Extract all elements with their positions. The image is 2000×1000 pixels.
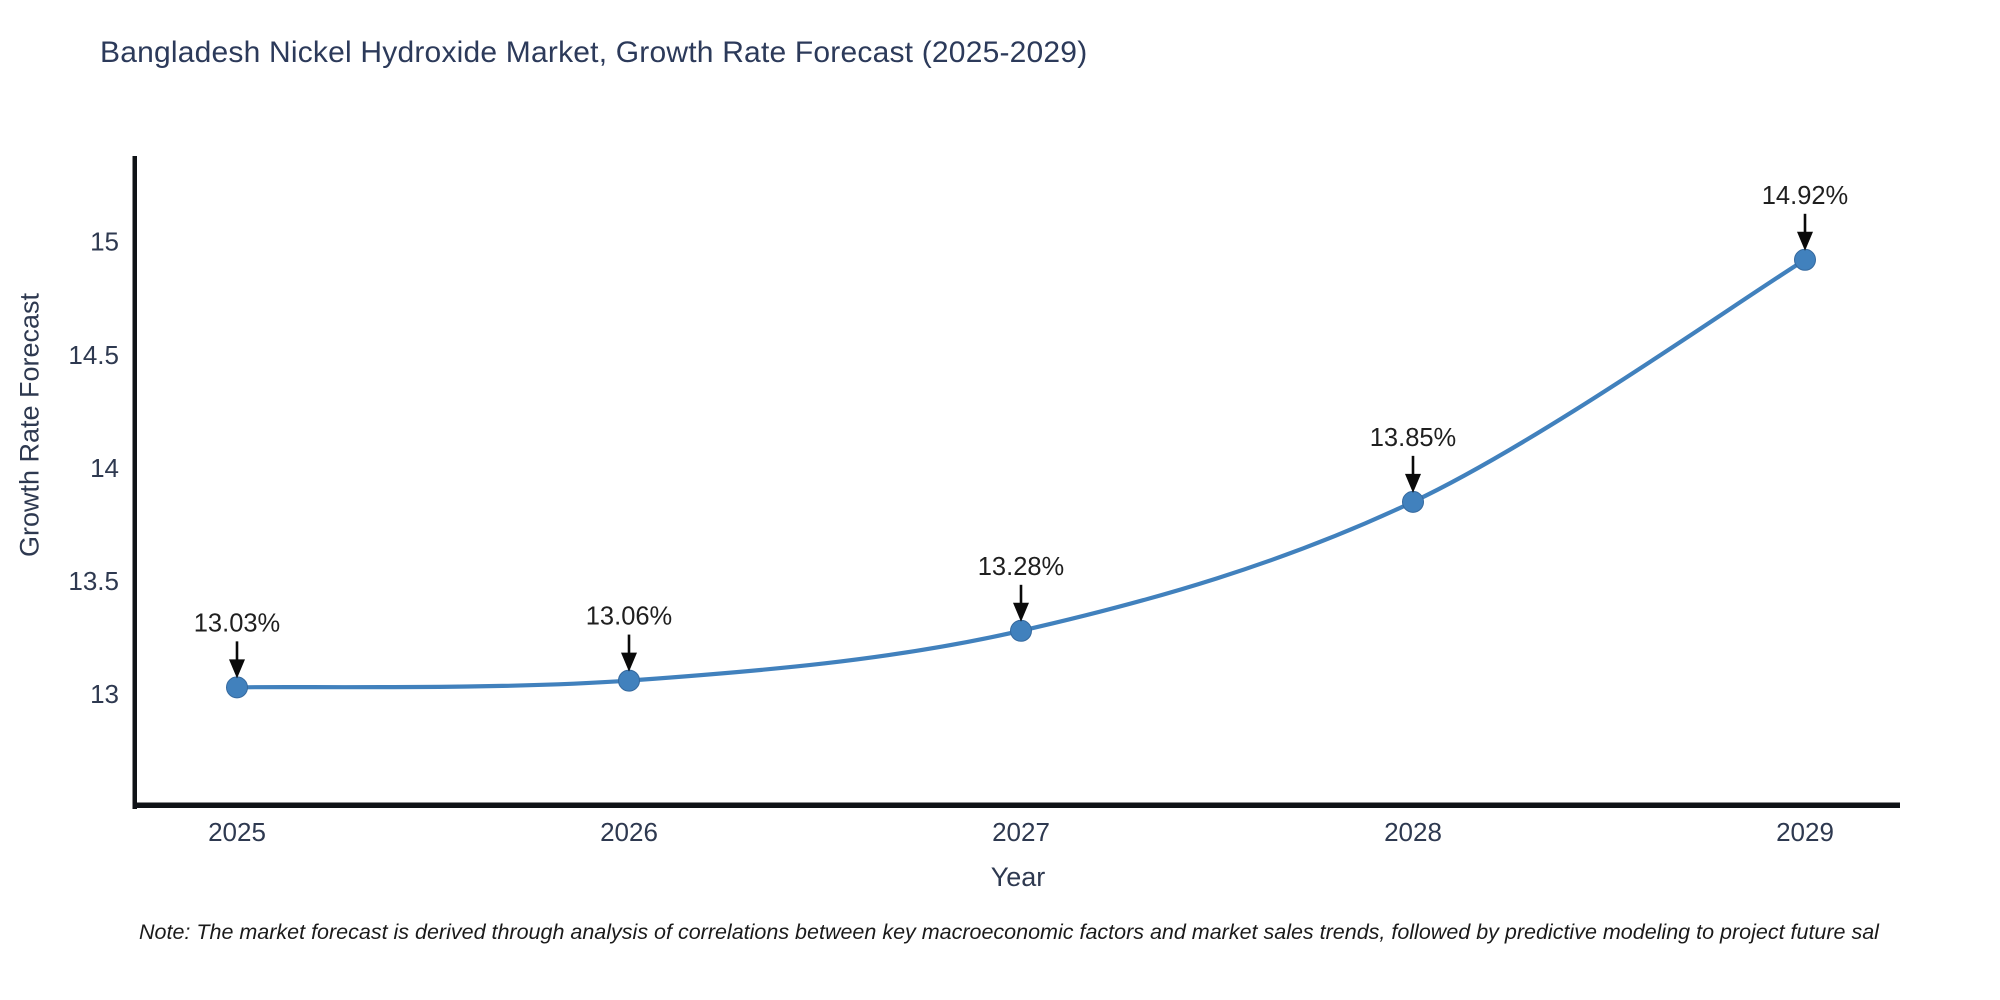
x-tick-label: 2026: [600, 817, 658, 847]
annotation-label: 13.28%: [978, 553, 1065, 581]
annotation-label: 13.85%: [1370, 424, 1457, 452]
annotation-label: 13.03%: [194, 609, 281, 637]
annotation-arrow-head: [1797, 231, 1813, 251]
x-axis-title: Year: [990, 862, 1046, 892]
y-tick-label: 13.5: [68, 566, 119, 596]
data-point-marker: [226, 676, 248, 699]
x-tick-label: 2027: [992, 817, 1050, 847]
y-tick-label: 14: [90, 453, 119, 483]
footnote: Note: The market forecast is derived thr…: [139, 920, 1879, 944]
x-axis-spine: [132, 802, 1900, 808]
data-point-marker: [618, 669, 640, 692]
x-tick-label: 2028: [1384, 817, 1442, 847]
y-axis-spine: [132, 156, 137, 809]
x-tick-label: 2029: [1776, 817, 1834, 847]
x-tick-label: 2025: [208, 817, 266, 847]
data-point-marker: [1402, 490, 1424, 513]
annotation-arrow-head: [229, 659, 245, 679]
chart-svg: 13 13.5 14 14.5 15 2025 2026 2027 2028 2029 13.03%…: [68, 156, 1900, 847]
annotation-label: 13.06%: [586, 603, 673, 631]
data-point-marker: [1010, 619, 1032, 642]
y-tick-label: 15: [90, 227, 119, 257]
y-tick-label: 13: [90, 679, 119, 709]
y-tick-label: 14.5: [68, 340, 119, 370]
annotation-arrow-head: [1013, 602, 1029, 622]
data-point-marker: [1794, 248, 1816, 271]
chart-title: Bangladesh Nickel Hydroxide Market, Grow…: [100, 36, 1088, 69]
annotation-arrow-head: [1405, 473, 1421, 493]
annotation-arrow-head: [621, 652, 637, 672]
annotation-label: 14.92%: [1762, 182, 1849, 210]
